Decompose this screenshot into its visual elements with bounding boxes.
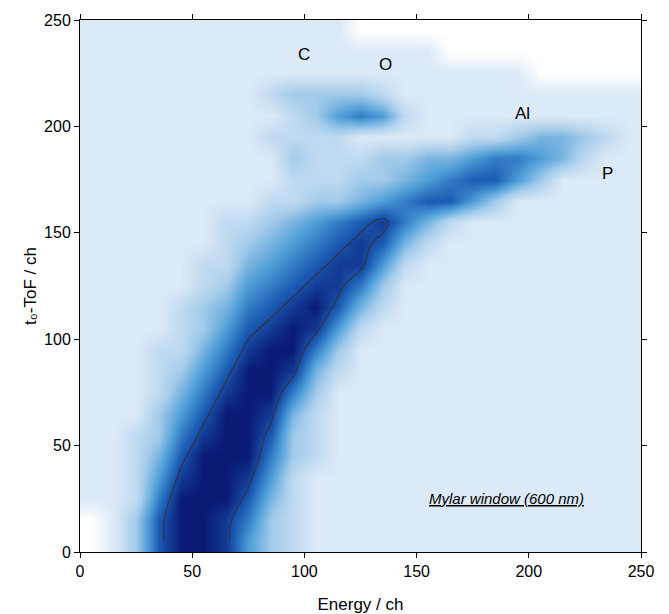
svg-text:200: 200 bbox=[44, 118, 71, 135]
svg-text:100: 100 bbox=[44, 331, 71, 348]
svg-text:50: 50 bbox=[53, 437, 71, 454]
svg-text:250: 250 bbox=[44, 12, 71, 29]
svg-text:Mylar window (600 nm): Mylar window (600 nm) bbox=[429, 490, 584, 507]
svg-text:150: 150 bbox=[44, 224, 71, 241]
svg-text:250: 250 bbox=[628, 563, 655, 580]
svg-text:50: 50 bbox=[183, 563, 201, 580]
svg-text:200: 200 bbox=[515, 563, 542, 580]
svg-text:Al: Al bbox=[515, 104, 530, 123]
svg-text:Energy / ch: Energy / ch bbox=[318, 595, 404, 614]
svg-text:P: P bbox=[602, 164, 613, 183]
svg-text:100: 100 bbox=[291, 563, 318, 580]
svg-text:C: C bbox=[298, 45, 310, 64]
svg-text:150: 150 bbox=[403, 563, 430, 580]
svg-text:t₀-ToF / ch: t₀-ToF / ch bbox=[21, 247, 40, 325]
svg-text:0: 0 bbox=[62, 544, 71, 561]
svg-text:0: 0 bbox=[76, 563, 85, 580]
svg-text:O: O bbox=[379, 55, 392, 74]
